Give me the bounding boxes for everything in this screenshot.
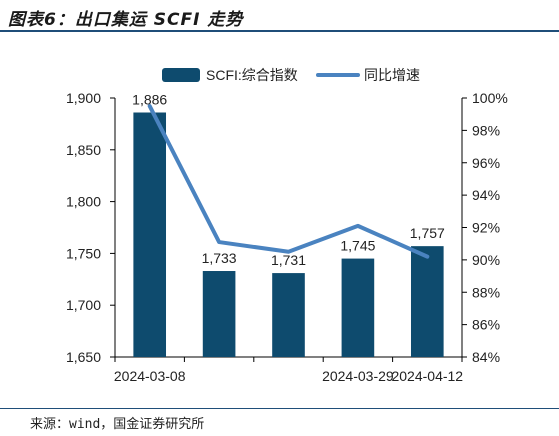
bar-data-label: 1,745	[340, 238, 375, 254]
data-labels: 1,886 1,733 1,731 1,745 1,757	[132, 92, 445, 269]
bar	[202, 271, 236, 357]
y-tick-label-right: 92%	[472, 220, 500, 236]
legend: SCFI:综合指数 同比增速	[162, 67, 420, 83]
scfi-chart: SCFI:综合指数 同比增速 1,650 1,700 1,750 1,800 1,850…	[66, 67, 508, 384]
y-tick-label-right: 96%	[472, 155, 500, 171]
y-tick-label-right: 90%	[472, 252, 500, 268]
bar-data-label: 1,733	[202, 250, 237, 266]
axes: 1,650 1,700 1,750 1,800 1,850 1,900 84% 86% 88% 9…	[66, 90, 508, 384]
y-tick-label-right: 84%	[472, 349, 500, 365]
bars	[133, 112, 444, 357]
y-tick-label-left: 1,650	[66, 349, 101, 365]
y-tick-label-right: 88%	[472, 284, 500, 300]
y-tick-label-right: 98%	[472, 122, 500, 138]
growth-line	[147, 104, 430, 259]
chart-title: 图表6：出口集运 SCFI 走势	[8, 10, 244, 30]
source-note: 来源：wind，国金证券研究所	[30, 417, 205, 432]
bar	[272, 273, 305, 357]
bar-data-label: 1,886	[132, 92, 167, 108]
bar-data-label: 1,757	[410, 225, 445, 241]
x-tick-label: 2024-03-08	[114, 368, 186, 384]
y-tick-label-right: 86%	[472, 317, 500, 333]
x-tick-label: 2024-04-12	[391, 368, 463, 384]
legend-bar-label: SCFI:综合指数	[206, 67, 298, 83]
bar	[410, 246, 444, 357]
bar	[133, 112, 167, 357]
legend-bar-swatch	[162, 68, 200, 82]
bar	[341, 258, 375, 357]
y-tick-label-right: 94%	[472, 187, 500, 203]
y-tick-label-left: 1,900	[66, 90, 101, 106]
x-tick-label: 2024-03-29	[322, 368, 394, 384]
y-tick-label-left: 1,750	[66, 245, 101, 261]
growth-line-path	[147, 104, 430, 259]
y-tick-label-left: 1,850	[66, 142, 101, 158]
y-tick-label-left: 1,800	[66, 194, 101, 210]
y-tick-label-left: 1,700	[66, 297, 101, 313]
title-rule	[0, 30, 559, 32]
y-tick-label-right: 100%	[472, 90, 508, 106]
source-rule	[0, 408, 559, 409]
bar-data-label: 1,731	[271, 252, 306, 268]
legend-line-label: 同比增速	[364, 67, 420, 83]
